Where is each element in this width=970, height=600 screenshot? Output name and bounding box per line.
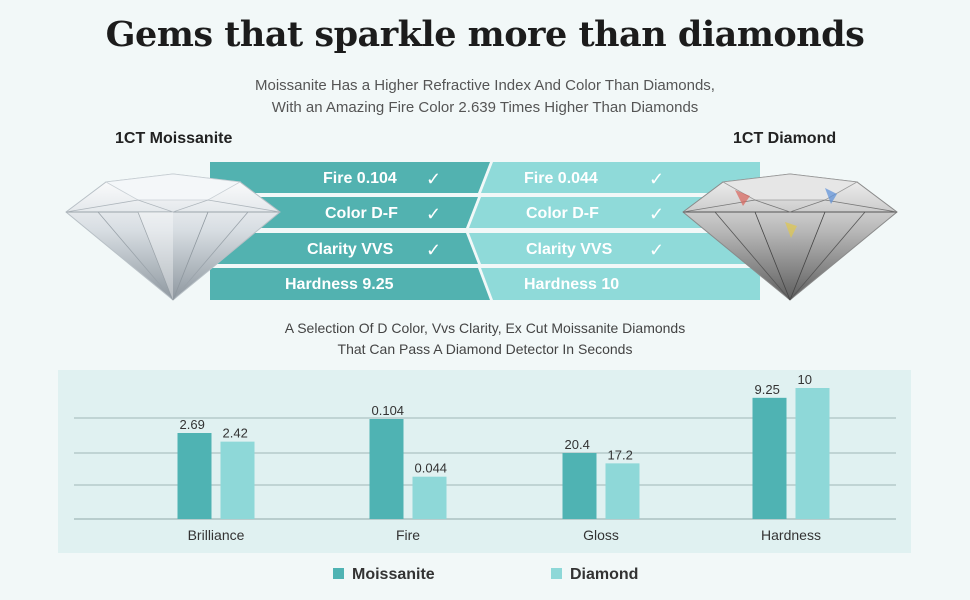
category-label: Brilliance xyxy=(188,527,245,543)
comparison-bands xyxy=(210,162,760,300)
legend-moissanite: Moissanite xyxy=(333,566,435,584)
bar-brilliance-diamond xyxy=(220,441,255,519)
subtitle-line-1: Moissanite Has a Higher Refractive Index… xyxy=(255,77,715,94)
moissanite-gem-image xyxy=(65,173,281,301)
left-clarity-text: Clarity VVS xyxy=(307,241,394,258)
diamond-label: 1CT Diamond xyxy=(733,130,837,147)
subtitle-line-2: With an Amazing Fire Color 2.639 Times H… xyxy=(271,99,699,116)
bar-gloss-moissanite xyxy=(562,453,597,519)
band-left-fire xyxy=(210,162,490,193)
legend-swatch-diamond xyxy=(551,568,562,579)
bar-value-label: 0.044 xyxy=(415,461,448,476)
band-right-clarity xyxy=(469,233,760,264)
bar-value-label: 0.104 xyxy=(372,403,405,418)
page-title: Gems that sparkle more than diamonds xyxy=(105,14,865,55)
category-label: Gloss xyxy=(583,527,619,543)
legend-diamond: Diamond xyxy=(551,566,638,584)
category-label: Fire xyxy=(396,527,420,543)
band-row-1 xyxy=(210,162,760,193)
band-right-fire xyxy=(481,162,760,193)
check-icon: ✓ xyxy=(649,169,665,189)
moissanite-label: 1CT Moissanite xyxy=(115,130,233,147)
bar-gloss-diamond xyxy=(605,463,640,519)
middle-text-line-2: That Can Pass A Diamond Detector In Seco… xyxy=(337,341,633,357)
right-color-text: Color D-F xyxy=(526,205,599,222)
right-fire-text: Fire 0.044 xyxy=(524,170,598,187)
check-icon: ✓ xyxy=(649,240,665,260)
bar-hardness-diamond xyxy=(795,388,830,519)
check-icon: ✓ xyxy=(426,169,442,189)
bar-fire-diamond xyxy=(412,476,447,519)
band-left-hardness xyxy=(210,268,490,300)
middle-text-line-1: A Selection Of D Color, Vvs Clarity, Ex … xyxy=(284,320,686,336)
category-label: Hardness xyxy=(761,527,821,543)
check-icon: ✓ xyxy=(426,204,442,224)
right-hardness-text: Hardness 10 xyxy=(524,276,620,293)
left-color-text: Color D-F xyxy=(325,205,398,222)
bar-value-label: 20.4 xyxy=(565,437,590,452)
left-hardness-text: Hardness 9.25 xyxy=(285,276,394,293)
right-clarity-text: Clarity VVS xyxy=(526,241,613,258)
bar-value-label: 2.42 xyxy=(223,426,248,441)
bar-brilliance-moissanite xyxy=(177,433,212,519)
chart-panel: 2.69 2.42 Brilliance 0.104 0.044 Fire 20.4 17.2… xyxy=(58,370,911,553)
bar-chart: 2.69 2.42 Brilliance 0.104 0.044 Fire 20.4 17.2… xyxy=(74,372,896,543)
bar-value-label: 10 xyxy=(798,372,812,387)
bar-value-label: 9.25 xyxy=(755,382,780,397)
check-icon: ✓ xyxy=(649,204,665,224)
band-left-color xyxy=(210,197,478,228)
check-icon: ✓ xyxy=(426,240,442,260)
band-left-clarity xyxy=(210,233,478,264)
band-right-hardness xyxy=(481,268,760,300)
diamond-gem-image xyxy=(682,173,898,301)
legend-swatch-moissanite xyxy=(333,568,344,579)
bar-fire-moissanite xyxy=(369,419,404,519)
bar-value-label: 2.69 xyxy=(180,417,205,432)
bar-value-label: 17.2 xyxy=(608,447,633,462)
left-fire-text: Fire 0.104 xyxy=(323,170,397,187)
band-right-color xyxy=(469,197,760,228)
bar-hardness-moissanite xyxy=(752,397,787,519)
